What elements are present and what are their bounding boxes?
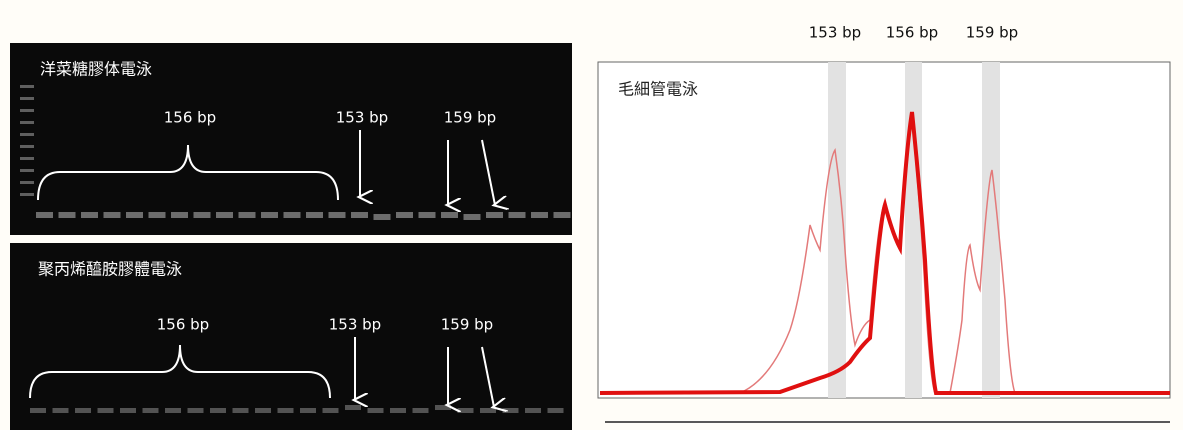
band-label: 156 bp <box>164 109 216 127</box>
gel-band <box>413 408 429 413</box>
gel-band <box>509 212 526 218</box>
gel-band <box>165 408 181 413</box>
gel-band <box>20 121 34 124</box>
gel-band <box>143 408 159 413</box>
gel-band <box>20 85 34 88</box>
gel-band <box>390 408 406 413</box>
gel-band <box>126 212 143 218</box>
gel-band <box>419 212 436 218</box>
gel-band <box>20 97 34 100</box>
gel-band <box>36 212 53 218</box>
gel-band <box>233 408 249 413</box>
figure-canvas: 洋菜糖膠体電泳 156 bp 153 bp 159 bp 聚丙烯醯胺膠體電泳 1… <box>0 0 1183 430</box>
gel-band <box>300 408 316 413</box>
agarose-gel: 洋菜糖膠体電泳 156 bp 153 bp 159 bp <box>10 43 572 235</box>
gel-band <box>216 212 233 218</box>
peak-label: 159 bp <box>966 24 1018 42</box>
gel-band <box>188 408 204 413</box>
gel-band <box>171 212 188 218</box>
gel-band <box>284 212 301 218</box>
gel-band <box>120 408 136 413</box>
gel-band <box>81 212 98 218</box>
gel-band <box>30 408 46 413</box>
gel-band <box>396 212 413 218</box>
gel-band <box>306 212 323 218</box>
gel-band <box>525 408 541 413</box>
gel-band <box>194 212 211 218</box>
gel-band <box>323 408 339 413</box>
gel-band <box>480 408 496 413</box>
gel-band <box>458 408 474 413</box>
gel-band <box>486 212 503 218</box>
electropherogram: 153 bp 156 bp 159 bp 毛細管電泳 <box>598 24 1170 423</box>
gel-band <box>278 408 294 413</box>
figure: 洋菜糖膠体電泳 156 bp 153 bp 159 bp 聚丙烯醯胺膠體電泳 1… <box>0 0 1183 430</box>
gel-band <box>20 145 34 148</box>
gel-band <box>368 408 384 413</box>
gel-band <box>75 408 91 413</box>
gel-band <box>464 214 481 220</box>
gel-band <box>20 181 34 184</box>
gel-band <box>255 408 271 413</box>
gel-band <box>374 214 391 220</box>
gel-band <box>554 212 571 218</box>
gel-band <box>329 212 346 218</box>
gel-band <box>53 408 69 413</box>
gel-band <box>441 212 458 218</box>
gel-band <box>210 408 226 413</box>
gel-band <box>261 212 278 218</box>
gel-band <box>98 408 114 413</box>
gel-band <box>149 212 166 218</box>
gel-band <box>548 408 564 413</box>
plot-title: 毛細管電泳 <box>618 80 698 99</box>
gel-band <box>20 109 34 112</box>
peak-label: 153 bp <box>809 24 861 42</box>
band-label: 156 bp <box>157 316 209 334</box>
gel-title: 洋菜糖膠体電泳 <box>40 60 152 79</box>
band-label: 159 bp <box>444 109 496 127</box>
gel-band <box>345 405 361 410</box>
gel-band <box>20 157 34 160</box>
gel-band <box>20 133 34 136</box>
band-label: 153 bp <box>329 316 381 334</box>
gel-band <box>20 193 34 196</box>
gel-band <box>503 408 519 413</box>
gel-band <box>351 212 368 218</box>
gel-band <box>59 212 76 218</box>
gel-band <box>20 169 34 172</box>
gel-title: 聚丙烯醯胺膠體電泳 <box>38 260 182 279</box>
gel-band <box>531 212 548 218</box>
gel-band <box>104 212 121 218</box>
gel-band <box>435 405 451 410</box>
peak-label: 156 bp <box>886 24 938 42</box>
band-label: 153 bp <box>336 109 388 127</box>
polyacrylamide-gel: 聚丙烯醯胺膠體電泳 156 bp 153 bp 159 bp <box>10 243 572 430</box>
gel-band <box>239 212 256 218</box>
band-label: 159 bp <box>441 316 493 334</box>
plot-area <box>598 62 1170 398</box>
